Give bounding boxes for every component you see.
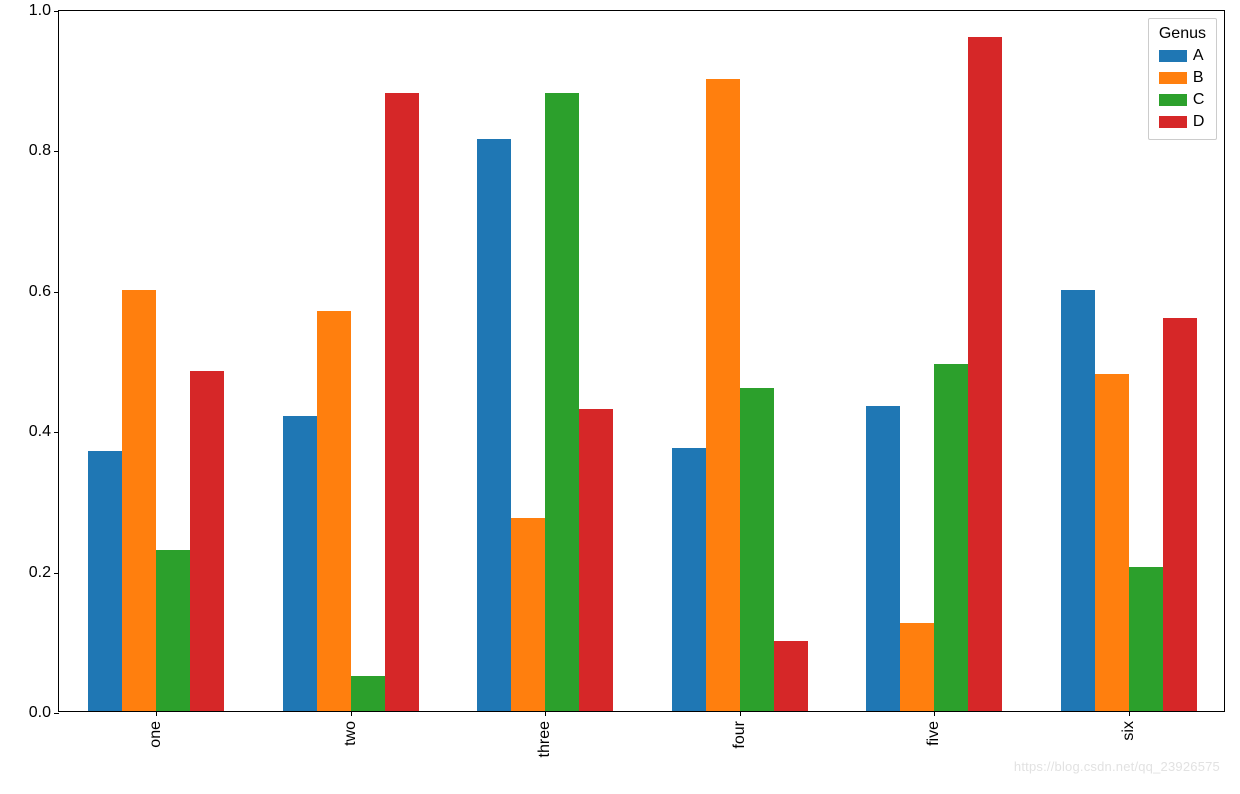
bar-C-two xyxy=(351,676,385,711)
bar-A-four xyxy=(672,448,706,711)
bar-D-three xyxy=(579,409,613,711)
bar-D-four xyxy=(774,641,808,711)
x-tick-label: one xyxy=(147,711,165,748)
legend-swatch xyxy=(1159,50,1187,62)
x-tick-label: two xyxy=(342,711,360,746)
bar-C-four xyxy=(740,388,774,711)
watermark: https://blog.csdn.net/qq_23926575 xyxy=(1014,759,1220,774)
bar-D-five xyxy=(968,37,1002,711)
legend-item-C: C xyxy=(1159,89,1206,111)
bar-B-four xyxy=(706,79,740,711)
bar-C-three xyxy=(545,93,579,711)
bar-A-three xyxy=(477,139,511,711)
bar-B-one xyxy=(122,290,156,711)
y-tick-mark xyxy=(54,11,59,12)
legend-item-D: D xyxy=(1159,111,1206,133)
y-tick-mark xyxy=(54,432,59,433)
legend: Genus ABCD xyxy=(1148,18,1217,140)
bar-D-two xyxy=(385,93,419,711)
bar-B-six xyxy=(1095,374,1129,711)
bar-A-six xyxy=(1061,290,1095,711)
legend-label: A xyxy=(1193,45,1204,67)
chart-container: 0.00.20.40.60.81.0onetwothreefourfivesix… xyxy=(0,0,1240,794)
legend-swatch xyxy=(1159,94,1187,106)
legend-label: B xyxy=(1193,67,1204,89)
y-tick-mark xyxy=(54,573,59,574)
x-tick-label: five xyxy=(925,711,943,746)
legend-swatch xyxy=(1159,72,1187,84)
y-tick-mark xyxy=(54,292,59,293)
bar-B-five xyxy=(900,623,934,711)
x-tick-label: six xyxy=(1120,711,1138,741)
bar-C-six xyxy=(1129,567,1163,711)
x-tick-label: three xyxy=(536,711,554,757)
bar-A-one xyxy=(88,451,122,711)
bar-B-three xyxy=(511,518,545,711)
bar-D-one xyxy=(190,371,224,711)
bar-C-one xyxy=(156,550,190,711)
y-tick-mark xyxy=(54,713,59,714)
bar-B-two xyxy=(317,311,351,711)
plot-area: 0.00.20.40.60.81.0onetwothreefourfivesix xyxy=(58,10,1225,712)
bar-A-two xyxy=(283,416,317,711)
bar-A-five xyxy=(866,406,900,711)
y-tick-mark xyxy=(54,151,59,152)
x-tick-label: four xyxy=(731,711,749,749)
legend-swatch xyxy=(1159,116,1187,128)
legend-label: C xyxy=(1193,89,1205,111)
legend-label: D xyxy=(1193,111,1205,133)
bar-C-five xyxy=(934,364,968,711)
legend-item-A: A xyxy=(1159,45,1206,67)
legend-title: Genus xyxy=(1159,25,1206,43)
legend-item-B: B xyxy=(1159,67,1206,89)
bar-D-six xyxy=(1163,318,1197,711)
